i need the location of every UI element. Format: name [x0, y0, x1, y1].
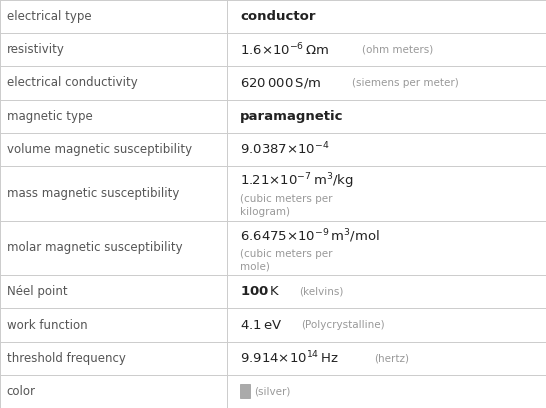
Text: (silver): (silver) [254, 386, 291, 397]
Text: $1.21{\times}10^{-7}\,\mathrm{m^3/kg}$: $1.21{\times}10^{-7}\,\mathrm{m^3/kg}$ [240, 171, 354, 191]
Text: volume magnetic susceptibility: volume magnetic susceptibility [7, 143, 192, 156]
Bar [0, 33, 546, 67]
Text: $9.914{\times}10^{14}\,\mathrm{Hz}$: $9.914{\times}10^{14}\,\mathrm{Hz}$ [240, 350, 339, 366]
Bar [0, 375, 546, 408]
Text: conductor: conductor [240, 10, 316, 23]
Text: (ohm meters): (ohm meters) [362, 45, 433, 55]
Text: $1.6{\times}10^{-6}\,\Omega\mathrm{m}$: $1.6{\times}10^{-6}\,\Omega\mathrm{m}$ [240, 42, 329, 58]
Bar [0, 308, 546, 341]
Text: paramagnetic: paramagnetic [240, 110, 344, 122]
Bar [0, 221, 546, 275]
Text: work function: work function [7, 319, 87, 332]
Text: electrical type: electrical type [7, 10, 91, 23]
Text: $\mathbf{100}\,\mathrm{K}$: $\mathbf{100}\,\mathrm{K}$ [240, 286, 281, 298]
Text: molar magnetic susceptibility: molar magnetic susceptibility [7, 242, 182, 255]
Bar [0, 275, 546, 308]
Text: magnetic type: magnetic type [7, 110, 92, 122]
Text: (cubic meters per
kilogram): (cubic meters per kilogram) [240, 194, 333, 217]
Text: $620\,000\,\mathrm{S/m}$: $620\,000\,\mathrm{S/m}$ [240, 76, 322, 90]
Bar [0, 100, 546, 133]
Text: (hertz): (hertz) [374, 353, 409, 363]
Text: $4.1\,\mathrm{eV}$: $4.1\,\mathrm{eV}$ [240, 319, 283, 332]
Text: $6.6475{\times}10^{-9}\,\mathrm{m^3/mol}$: $6.6475{\times}10^{-9}\,\mathrm{m^3/mol}… [240, 227, 380, 245]
Text: (kelvins): (kelvins) [299, 287, 343, 297]
Text: color: color [7, 385, 35, 398]
Bar [240, 384, 250, 398]
Bar [0, 0, 546, 33]
Text: (cubic meters per
mole): (cubic meters per mole) [240, 249, 333, 271]
Text: mass magnetic susceptibility: mass magnetic susceptibility [7, 187, 179, 200]
Bar [0, 166, 546, 221]
Text: electrical conductivity: electrical conductivity [7, 76, 137, 89]
Text: resistivity: resistivity [7, 43, 64, 56]
Bar [0, 133, 546, 166]
Text: (Polycrystalline): (Polycrystalline) [301, 320, 385, 330]
Bar [0, 341, 546, 375]
Text: (siemens per meter): (siemens per meter) [352, 78, 459, 88]
Bar [0, 67, 546, 100]
Text: threshold frequency: threshold frequency [7, 352, 126, 365]
Text: Néel point: Néel point [7, 286, 67, 298]
Text: $9.0387{\times}10^{-4}$: $9.0387{\times}10^{-4}$ [240, 141, 330, 157]
